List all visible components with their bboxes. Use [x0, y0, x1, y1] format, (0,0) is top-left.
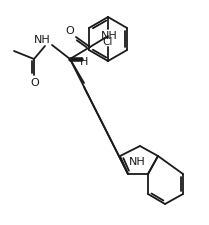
Text: Cl: Cl	[103, 37, 113, 47]
Text: NH: NH	[101, 31, 117, 41]
Text: H: H	[80, 57, 88, 67]
Text: O: O	[31, 78, 39, 88]
Text: NH: NH	[34, 35, 51, 45]
Text: O: O	[65, 26, 74, 36]
Text: NH: NH	[129, 156, 145, 166]
